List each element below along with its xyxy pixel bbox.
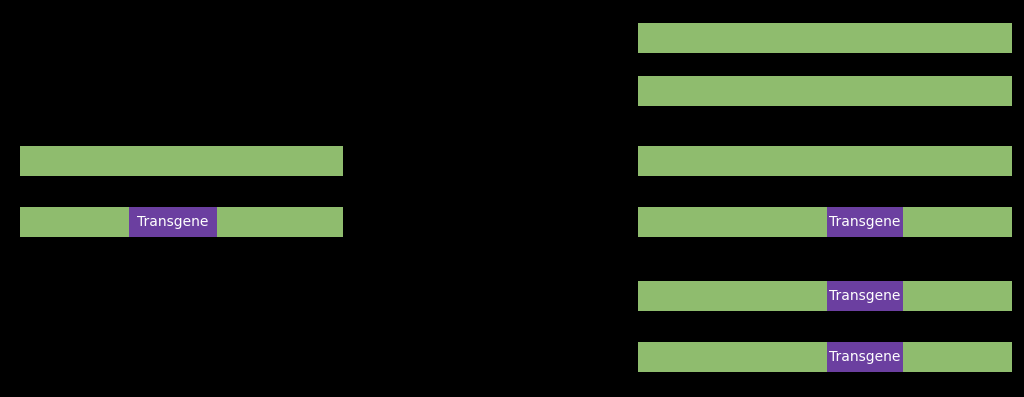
- FancyBboxPatch shape: [20, 207, 343, 237]
- FancyBboxPatch shape: [826, 342, 903, 372]
- FancyBboxPatch shape: [638, 281, 1012, 310]
- Text: Transgene: Transgene: [829, 289, 901, 303]
- FancyBboxPatch shape: [638, 342, 1012, 372]
- FancyBboxPatch shape: [638, 23, 1012, 52]
- FancyBboxPatch shape: [638, 207, 1012, 237]
- FancyBboxPatch shape: [129, 207, 217, 237]
- FancyBboxPatch shape: [826, 207, 903, 237]
- Text: Transgene: Transgene: [137, 215, 209, 229]
- Text: Transgene: Transgene: [829, 215, 901, 229]
- FancyBboxPatch shape: [638, 146, 1012, 175]
- FancyBboxPatch shape: [826, 281, 903, 310]
- Text: Transgene: Transgene: [829, 350, 901, 364]
- FancyBboxPatch shape: [638, 76, 1012, 106]
- FancyBboxPatch shape: [20, 146, 343, 175]
